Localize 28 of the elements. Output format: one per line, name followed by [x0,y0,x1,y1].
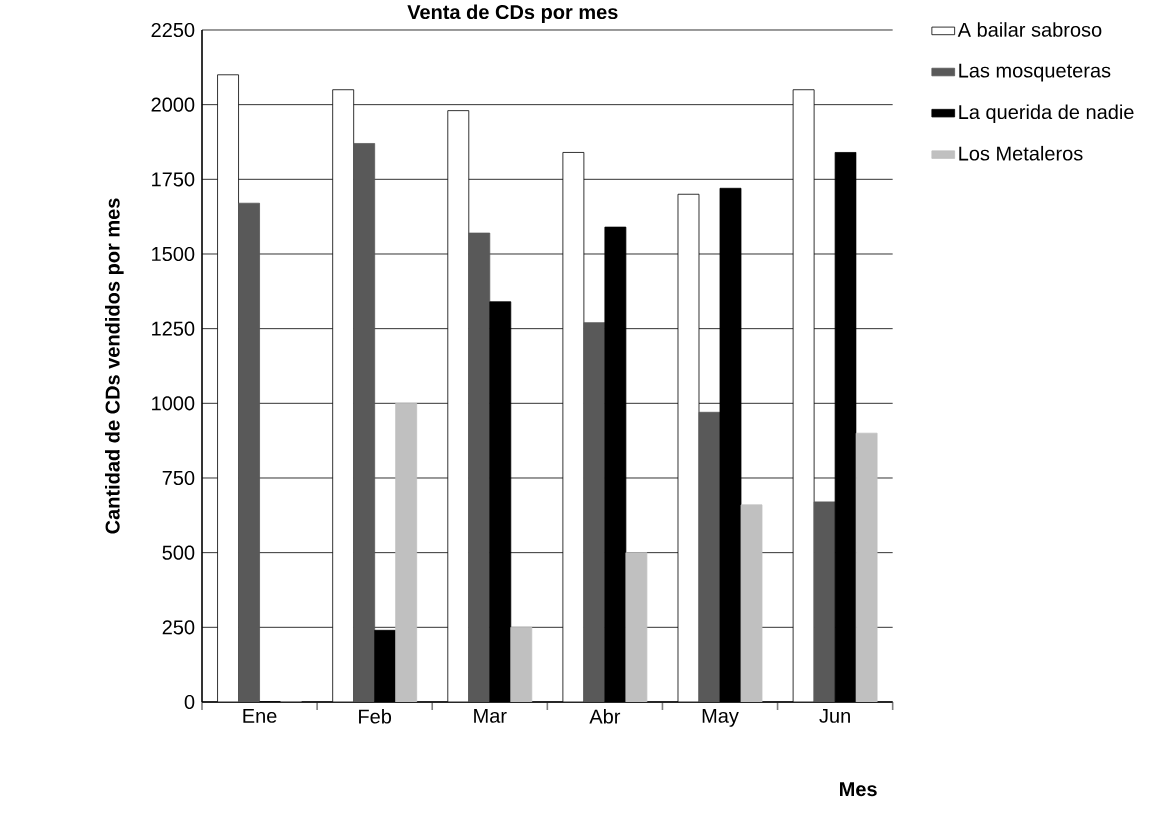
legend-label: A bailar sabroso [957,22,1102,37]
y-tick-label: 1250 [152,321,195,336]
bar [625,552,648,702]
y-axis-title: Cantidad de CDs vendidos por mes [105,198,124,534]
legend-label: La querida de nadie [959,104,1134,124]
x-tick-label: Mar [474,708,507,723]
x-tick-label: Feb [359,708,392,724]
chart-title: Venta de CDs por mes [407,4,618,24]
x-tick-label: Abr [589,708,621,724]
bar [510,626,533,702]
y-tick-label: 750 [162,470,195,486]
y-tick-label: 250 [162,620,195,635]
x-tick-label: May [702,708,739,727]
x-axis-title: Mes [840,782,877,797]
y-tick-label: 1000 [152,396,195,411]
x-tick-label: Jun [819,708,850,723]
legend-label: Las mosqueteras [959,63,1111,82]
y-tick-label: 0 [184,694,195,710]
bar [855,432,878,702]
y-tick-label: 2000 [151,97,195,112]
y-tick-label: 1500 [152,246,195,262]
y-tick-label: 1750 [152,172,195,187]
bar [395,402,418,702]
legend-label: Los Metaleros [959,145,1083,161]
x-tick-label: Ene [243,708,277,723]
bar [740,504,763,702]
y-tick-label: 500 [162,545,195,560]
y-tick-label: 2250 [151,22,195,38]
